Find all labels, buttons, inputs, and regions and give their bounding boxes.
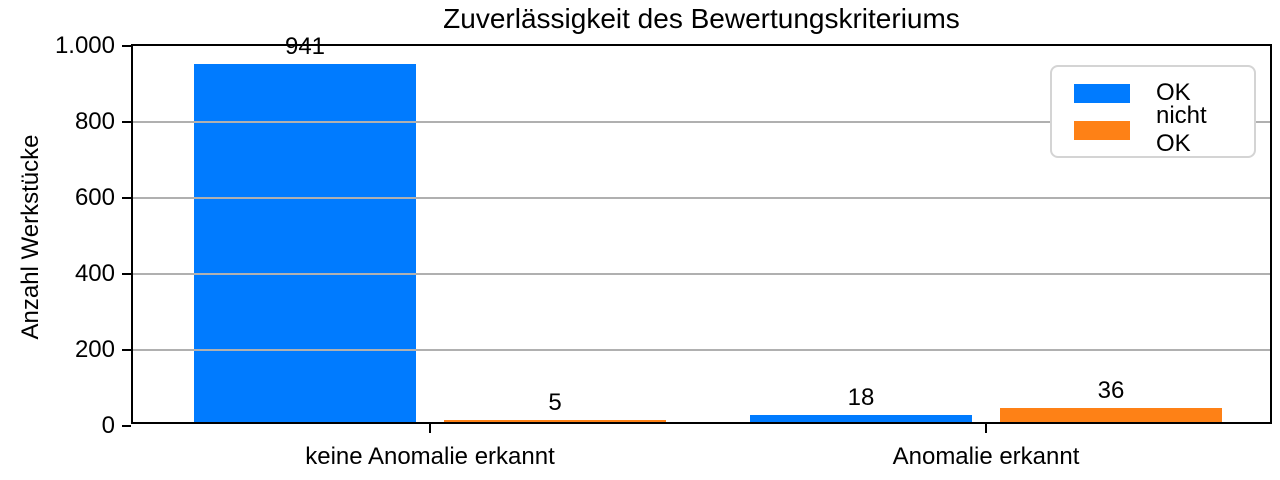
- x-tick-mark: [429, 424, 431, 433]
- x-category-label: Anomalie erkannt: [892, 443, 1080, 470]
- bar-value-label: 5: [548, 389, 562, 416]
- bar-value-label: 941: [284, 33, 326, 60]
- legend-entry: nicht OK: [1066, 102, 1240, 157]
- legend-swatch: [1074, 120, 1130, 140]
- bar-ok-1: [750, 415, 972, 422]
- y-tick-label: 200: [74, 336, 115, 363]
- legend-entry: OK: [1066, 79, 1240, 107]
- y-tick-label: 0: [101, 412, 115, 439]
- y-axis-label: Anzahl Werkstücke: [17, 134, 44, 340]
- legend-label: nicht OK: [1156, 102, 1207, 157]
- bar-value-label: 36: [1097, 377, 1125, 404]
- x-category-label: keine Anomalie erkannt: [305, 443, 555, 470]
- gridline: [133, 121, 1270, 123]
- bar-nicht-ok-0: [444, 420, 666, 422]
- legend-swatch: [1074, 83, 1130, 103]
- y-tick-mark: [122, 349, 131, 351]
- y-tick-label: 400: [74, 260, 115, 287]
- legend: OK nicht OK: [1050, 65, 1256, 158]
- y-tick-mark: [122, 197, 131, 199]
- bar-nicht-ok-1: [1000, 408, 1222, 422]
- bar-ok-0: [194, 64, 416, 422]
- y-tick-mark: [122, 45, 131, 47]
- y-tick-mark: [122, 121, 131, 123]
- legend-label: OK: [1156, 79, 1191, 106]
- y-tick-label: 800: [74, 108, 115, 135]
- bar-value-label: 18: [847, 384, 875, 411]
- y-tick-mark: [122, 425, 131, 427]
- plot-area: OK nicht OK 0 200 400 600 800 1.000 941 18 5 36 kei…: [55, 32, 1272, 470]
- chart-title: Zuverlässigkeit des Bewertungskriteriums: [443, 3, 960, 34]
- y-tick-label: 600: [74, 184, 115, 211]
- y-tick-mark: [122, 273, 131, 275]
- gridline: [133, 197, 1270, 199]
- gridline: [133, 349, 1270, 351]
- y-tick-label: 1.000: [54, 32, 115, 59]
- gridline: [133, 273, 1270, 275]
- x-tick-mark: [985, 424, 987, 433]
